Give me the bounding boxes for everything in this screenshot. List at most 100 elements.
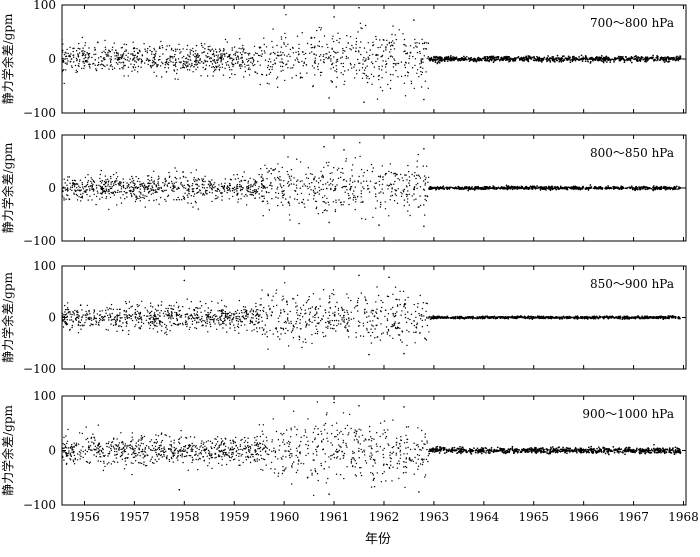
data-point — [312, 47, 313, 48]
data-point — [64, 54, 65, 55]
outlier-point — [328, 222, 330, 224]
data-point — [99, 198, 100, 199]
data-point — [175, 78, 176, 79]
data-point — [211, 61, 212, 62]
data-point — [248, 191, 249, 192]
data-point — [586, 58, 588, 60]
data-point — [74, 186, 75, 187]
data-point — [89, 53, 90, 54]
data-point — [573, 188, 575, 190]
data-point — [323, 61, 324, 62]
data-point — [156, 199, 157, 200]
data-point — [224, 183, 225, 184]
data-point — [264, 52, 265, 53]
data-point — [119, 312, 120, 313]
data-point — [291, 77, 292, 78]
data-point — [93, 312, 94, 313]
data-point — [525, 56, 527, 58]
data-point — [324, 201, 325, 202]
data-point — [305, 174, 306, 175]
data-point — [183, 67, 184, 68]
data-point — [426, 339, 427, 340]
data-point — [72, 182, 73, 183]
data-point — [396, 190, 397, 191]
data-point — [620, 185, 622, 187]
data-point — [446, 186, 448, 188]
data-point — [598, 188, 600, 190]
data-point — [96, 322, 97, 323]
data-point — [381, 44, 382, 45]
data-point — [446, 188, 448, 190]
data-point — [479, 59, 481, 61]
data-point — [115, 50, 116, 51]
data-point — [348, 193, 349, 194]
data-point — [148, 322, 149, 323]
data-point — [232, 60, 233, 61]
data-point — [237, 318, 238, 319]
data-point — [220, 57, 221, 58]
data-point — [388, 185, 389, 186]
data-point — [582, 187, 584, 189]
data-point — [173, 65, 174, 66]
data-point — [243, 317, 244, 318]
data-point — [135, 312, 136, 313]
data-point — [244, 180, 245, 181]
data-point — [237, 174, 238, 175]
data-point — [129, 179, 130, 180]
data-point — [205, 303, 206, 304]
data-point — [563, 188, 565, 190]
data-point — [167, 58, 168, 59]
data-point — [410, 45, 411, 46]
data-point — [126, 196, 127, 197]
data-point — [395, 193, 396, 194]
data-point — [248, 58, 249, 59]
data-point — [237, 193, 238, 194]
data-point — [291, 183, 292, 184]
data-point — [147, 50, 148, 51]
data-point — [558, 61, 560, 63]
data-point — [268, 192, 269, 193]
data-point — [225, 311, 226, 312]
data-point — [282, 52, 283, 53]
data-point — [237, 188, 238, 189]
data-point — [178, 307, 179, 308]
data-point — [232, 66, 233, 67]
data-point — [464, 188, 466, 190]
data-point — [295, 306, 296, 307]
data-point — [317, 331, 318, 332]
data-point — [125, 301, 126, 302]
data-point — [229, 189, 230, 190]
data-point — [403, 306, 404, 307]
data-point — [136, 314, 137, 315]
data-point — [218, 184, 219, 185]
data-point — [603, 60, 605, 62]
data-point — [635, 55, 637, 57]
data-point — [322, 212, 323, 213]
data-point — [203, 63, 204, 64]
data-point — [105, 183, 106, 184]
data-point — [427, 182, 428, 183]
data-point — [72, 187, 73, 188]
data-point — [369, 55, 370, 56]
data-point — [195, 69, 196, 70]
data-point — [360, 41, 361, 42]
data-point — [189, 308, 190, 309]
data-point — [282, 66, 283, 67]
data-point — [229, 67, 230, 68]
data-point — [337, 169, 338, 170]
data-point — [153, 328, 154, 329]
data-point — [135, 195, 136, 196]
data-point — [311, 334, 312, 335]
data-point — [585, 60, 587, 62]
data-point — [295, 191, 296, 192]
data-point — [447, 60, 449, 62]
data-point — [213, 66, 214, 67]
data-point — [250, 186, 251, 187]
data-point — [182, 186, 183, 187]
data-point — [234, 189, 235, 190]
data-point — [190, 49, 191, 50]
data-point — [152, 323, 153, 324]
data-point — [272, 47, 273, 48]
data-point — [336, 184, 337, 185]
data-point — [375, 54, 376, 55]
